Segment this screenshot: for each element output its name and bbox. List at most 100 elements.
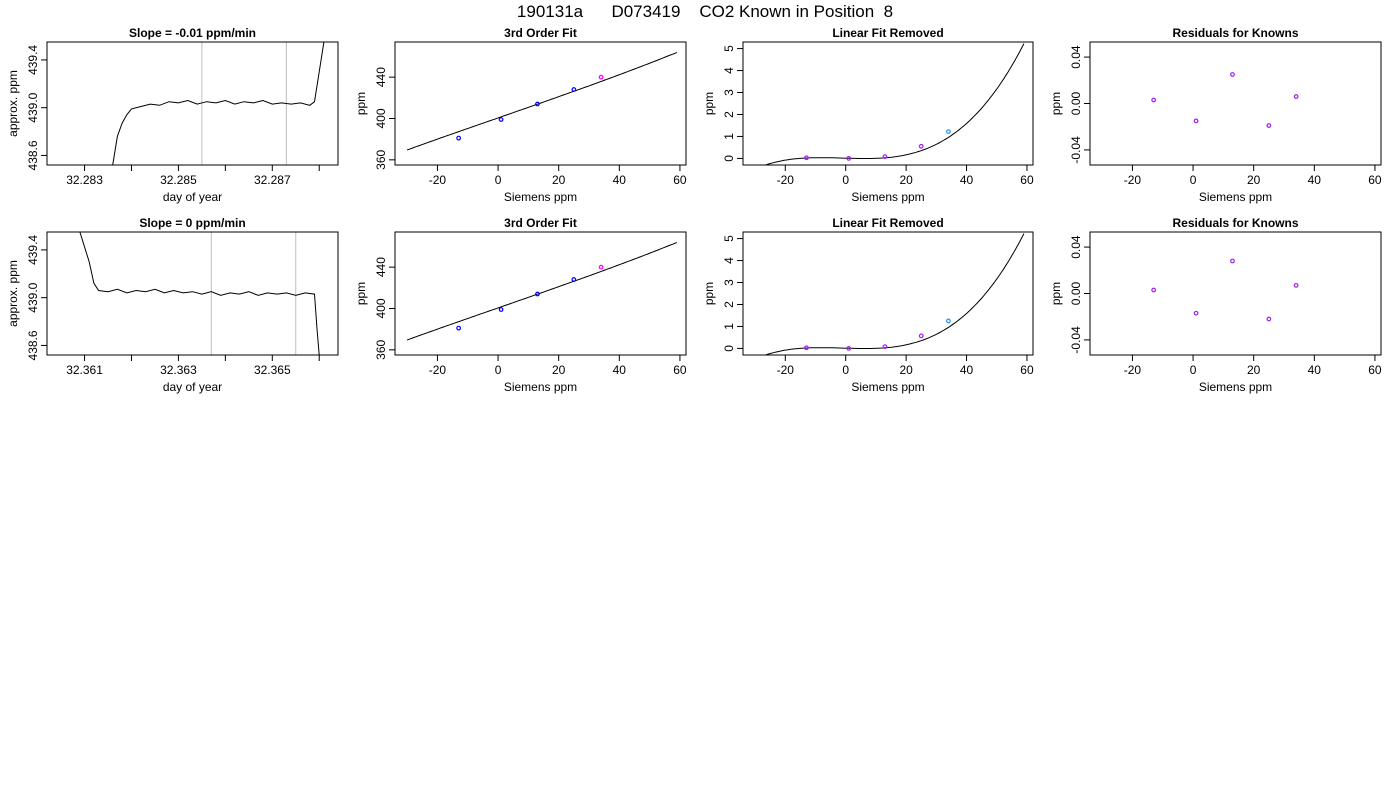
y-tick-label: 0.00 xyxy=(1069,281,1083,305)
plot-area xyxy=(1151,258,1299,322)
y-axis-label: ppm xyxy=(702,282,716,305)
data-point xyxy=(846,346,852,351)
data-point xyxy=(1266,123,1272,128)
plot-area xyxy=(406,51,678,151)
y-tick-label: 5 xyxy=(722,45,736,52)
x-tick-label: 20 xyxy=(552,173,566,187)
chart-panel-2: 3rd Order Fit Siemens ppm ppm -20 0 20 40 60 360… xyxy=(354,26,687,204)
x-tick-label: 20 xyxy=(1247,363,1261,377)
panel-title: Slope = 0 ppm/min xyxy=(139,216,245,230)
data-point xyxy=(1293,94,1299,99)
x-tick-label: 60 xyxy=(1020,363,1034,377)
x-axis-label: day of year xyxy=(163,380,222,394)
y-tick-label: 0.04 xyxy=(1069,45,1083,69)
x-tick-label: 60 xyxy=(1368,173,1382,187)
x-tick-label: -20 xyxy=(1124,173,1142,187)
x-tick-label: 40 xyxy=(960,363,974,377)
data-point xyxy=(918,143,924,149)
data-point xyxy=(1266,316,1272,322)
data-point xyxy=(571,87,577,92)
x-tick-label: 20 xyxy=(899,173,913,187)
y-tick-label: 3 xyxy=(722,89,736,96)
x-tick-label: 40 xyxy=(613,363,627,377)
y-tick-label: 360 xyxy=(374,149,388,169)
x-tick-label: 32.361 xyxy=(66,363,103,377)
x-tick-label: 60 xyxy=(1020,173,1034,187)
x-tick-label: 0 xyxy=(495,363,502,377)
x-tick-label: 60 xyxy=(1368,363,1382,377)
x-tick-label: 0 xyxy=(842,173,849,187)
panel-title: Slope = -0.01 ppm/min xyxy=(129,26,256,40)
plot-area xyxy=(763,43,1025,165)
plot-frame xyxy=(394,231,687,356)
x-tick-label: 60 xyxy=(673,173,687,187)
fit-curve xyxy=(406,241,678,341)
chart-panel-6: 3rd Order Fit Siemens ppm ppm -20 0 20 40 60 360… xyxy=(354,216,687,394)
y-tick-label: 439.0 xyxy=(26,92,40,122)
y-tick-label: -0.04 xyxy=(1069,136,1083,164)
data-point xyxy=(804,155,809,161)
data-point xyxy=(882,344,888,350)
fit-curve xyxy=(763,43,1025,165)
x-tick-label: 0 xyxy=(1190,363,1197,377)
y-tick-label: 0.00 xyxy=(1069,91,1083,115)
y-tick-label: 440 xyxy=(374,257,388,277)
data-point xyxy=(946,318,951,324)
x-tick-label: 32.365 xyxy=(254,363,291,377)
y-axis-label: ppm xyxy=(702,92,716,115)
panel-title: Linear Fit Removed xyxy=(832,216,943,230)
x-tick-label: 0 xyxy=(842,363,849,377)
data-point xyxy=(1193,118,1199,124)
data-point xyxy=(456,135,462,141)
data-point xyxy=(1293,282,1299,288)
y-tick-label: -0.04 xyxy=(1069,326,1083,354)
y-tick-label: 1 xyxy=(722,323,736,330)
x-axis-label: Siemens ppm xyxy=(1199,190,1272,204)
x-tick-label: 32.287 xyxy=(254,173,291,187)
fit-curve xyxy=(763,233,1025,355)
x-tick-label: 20 xyxy=(1247,173,1261,187)
x-tick-label: -20 xyxy=(777,363,795,377)
plot-area xyxy=(1151,72,1299,128)
x-tick-label: -20 xyxy=(429,363,447,377)
data-point xyxy=(1151,287,1157,293)
data-point xyxy=(846,156,852,161)
data-point xyxy=(498,117,504,122)
panel-title: 3rd Order Fit xyxy=(504,216,577,230)
y-tick-label: 0 xyxy=(722,345,736,352)
fit-curve xyxy=(406,51,678,151)
y-axis-label: ppm xyxy=(1049,282,1063,305)
data-point xyxy=(598,74,604,80)
y-tick-label: 360 xyxy=(374,339,388,359)
data-point xyxy=(918,333,924,339)
x-axis-label: Siemens ppm xyxy=(851,190,924,204)
chart-panel-1: Slope = -0.01 ppm/min day of year approx. … xyxy=(6,26,339,204)
series-line xyxy=(112,42,325,165)
x-tick-label: 40 xyxy=(960,173,974,187)
y-tick-label: 439.4 xyxy=(26,235,40,265)
x-axis-label: Siemens ppm xyxy=(504,380,577,394)
x-tick-label: 32.283 xyxy=(66,173,103,187)
y-tick-label: 440 xyxy=(374,67,388,87)
y-tick-label: 2 xyxy=(722,111,736,118)
data-point xyxy=(1193,310,1199,316)
y-tick-label: 3 xyxy=(722,279,736,286)
plot-area xyxy=(406,241,678,341)
chart-panel-5: Slope = 0 ppm/min day of year approx. ppm 3… xyxy=(6,216,339,394)
data-point xyxy=(571,277,577,282)
x-tick-label: -20 xyxy=(1124,363,1142,377)
plot-frame xyxy=(1089,41,1382,166)
x-axis-label: day of year xyxy=(163,190,222,204)
x-axis-label: Siemens ppm xyxy=(1199,380,1272,394)
x-tick-label: 40 xyxy=(1308,173,1322,187)
y-tick-label: 400 xyxy=(374,298,388,318)
plot-area xyxy=(763,233,1025,355)
y-axis-label: approx. ppm xyxy=(6,260,20,327)
panel-title: Residuals for Knowns xyxy=(1172,216,1298,230)
y-axis-label: ppm xyxy=(354,282,368,305)
y-tick-label: 2 xyxy=(722,301,736,308)
figure-title: 190131a D073419 CO2 Known in Position 8 xyxy=(516,2,894,21)
plot-area xyxy=(79,232,320,355)
